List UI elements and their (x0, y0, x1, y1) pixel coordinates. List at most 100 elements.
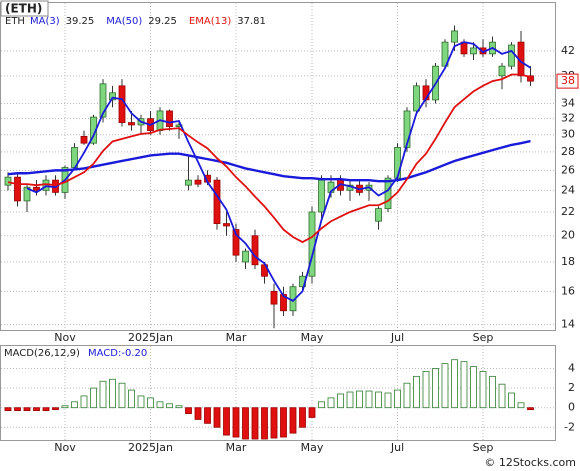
ma-line (7, 73, 531, 244)
candle-body (318, 179, 325, 213)
macd-bar (394, 389, 401, 409)
macd-bar (517, 402, 525, 409)
macd-bar (223, 407, 230, 436)
x-tick-label: May (301, 441, 324, 454)
legend-value: 39.25 (66, 16, 95, 27)
macd-bar (375, 391, 382, 409)
candle-body (375, 208, 382, 222)
macd-bar (128, 389, 135, 409)
candle-body (508, 44, 515, 67)
x-tick-label: 2025Jan (128, 441, 173, 454)
y-tick-label: 2 (568, 381, 575, 394)
title-box (0, 0, 49, 17)
macd-bar (498, 383, 506, 409)
legend-name: MA(50) (106, 16, 142, 27)
macd-bar (4, 407, 12, 412)
legend-name: MA(3) (30, 16, 60, 27)
y-tick-label: 22 (561, 205, 575, 218)
candle-body (470, 47, 477, 55)
x-tick-label: Mar (226, 441, 247, 454)
candle-body (384, 177, 392, 210)
macd-bar (479, 371, 487, 409)
candle-body (99, 83, 107, 118)
macd-bar (33, 407, 40, 412)
x-tick-label: Jul (390, 331, 404, 344)
macd-bar (261, 407, 268, 440)
y-tick-label: 20 (561, 229, 575, 242)
macd-bar (422, 371, 430, 409)
candle-body (185, 179, 192, 186)
candle-body (527, 75, 534, 82)
candle-body (251, 235, 259, 266)
candle-body (270, 290, 278, 305)
ma-line (7, 139, 531, 183)
macd-bar (318, 401, 325, 409)
macd-bar (489, 375, 496, 409)
macd-bar (166, 403, 173, 409)
macd-bar (42, 407, 50, 412)
macd-bar (346, 391, 354, 409)
macd-bar (61, 405, 69, 409)
macd-title: MACD(26,12,9) (4, 348, 80, 359)
macd-bar (280, 407, 287, 438)
macd-bar (413, 375, 420, 409)
y-tick-label: -2 (564, 420, 575, 433)
macd-bar (118, 382, 126, 409)
legend-symbol: ETH (5, 16, 25, 27)
x-tick-label: Nov (54, 441, 76, 454)
macd-bar (137, 395, 145, 409)
macd-bar (185, 407, 192, 414)
macd-bar (71, 401, 78, 409)
macd-bar (384, 392, 392, 409)
y-tick-label: 42 (561, 44, 575, 57)
x-tick-label: May (301, 331, 324, 344)
candle-body (223, 223, 230, 227)
x-tick-label: Nov (54, 331, 76, 344)
macd-bar (327, 397, 335, 409)
macd-bar (204, 407, 211, 424)
x-tick-label: Mar (226, 331, 247, 344)
y-tick-label: 26 (561, 163, 575, 176)
macd-bar (194, 407, 202, 420)
candle-body (194, 179, 202, 185)
legend-value: 37.81 (237, 16, 266, 27)
candle-body (23, 186, 31, 202)
macd-bar (308, 407, 316, 418)
macd-bar (508, 392, 515, 409)
macd-bar (441, 363, 449, 409)
macd-bar (451, 359, 458, 409)
macd-bar (99, 380, 107, 409)
x-tick-label: Sep (473, 441, 494, 454)
price-box-label: 38 (561, 74, 575, 87)
candle-body (166, 110, 173, 127)
candle-body (394, 147, 401, 179)
x-tick-label: Sep (473, 331, 494, 344)
candle-body (4, 176, 12, 186)
candle-body (498, 65, 506, 77)
macd-bar (289, 407, 297, 434)
title: (ETH) (5, 2, 42, 16)
candle-body (403, 110, 411, 148)
candle-body (213, 179, 221, 224)
macd-bar (156, 401, 164, 409)
candle-body (33, 186, 40, 191)
macd-bar (14, 407, 21, 412)
candle-body (14, 176, 21, 202)
y-tick-label: 0 (568, 401, 575, 414)
macd-bar (432, 368, 439, 409)
candle-body (242, 250, 249, 263)
macd-bar (337, 393, 344, 409)
x-tick-label: 2025Jan (128, 331, 173, 344)
macd-bar (232, 407, 240, 438)
y-tick-label: 34 (561, 97, 575, 110)
macd-bar (90, 387, 97, 409)
macd-bar (52, 407, 59, 411)
macd-bar (213, 407, 221, 428)
price-box (556, 73, 579, 89)
macd-bar (460, 361, 468, 409)
macd-bar (470, 366, 477, 409)
y-tick-label: 32 (561, 112, 575, 125)
macd-bar (527, 407, 534, 411)
macd-bar (147, 397, 154, 409)
